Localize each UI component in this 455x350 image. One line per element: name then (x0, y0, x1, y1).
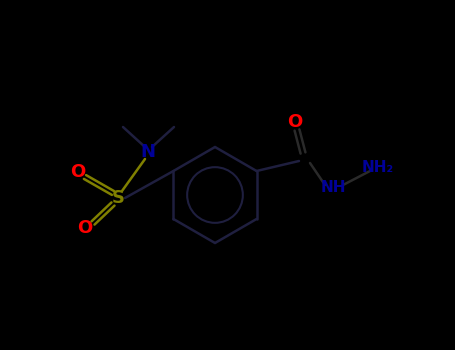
Text: N: N (141, 143, 156, 161)
Text: O: O (77, 219, 93, 237)
Text: O: O (71, 163, 86, 181)
Text: NH: NH (320, 181, 346, 196)
Text: O: O (288, 113, 303, 131)
Text: S: S (111, 189, 125, 207)
Text: NH₂: NH₂ (362, 161, 394, 175)
